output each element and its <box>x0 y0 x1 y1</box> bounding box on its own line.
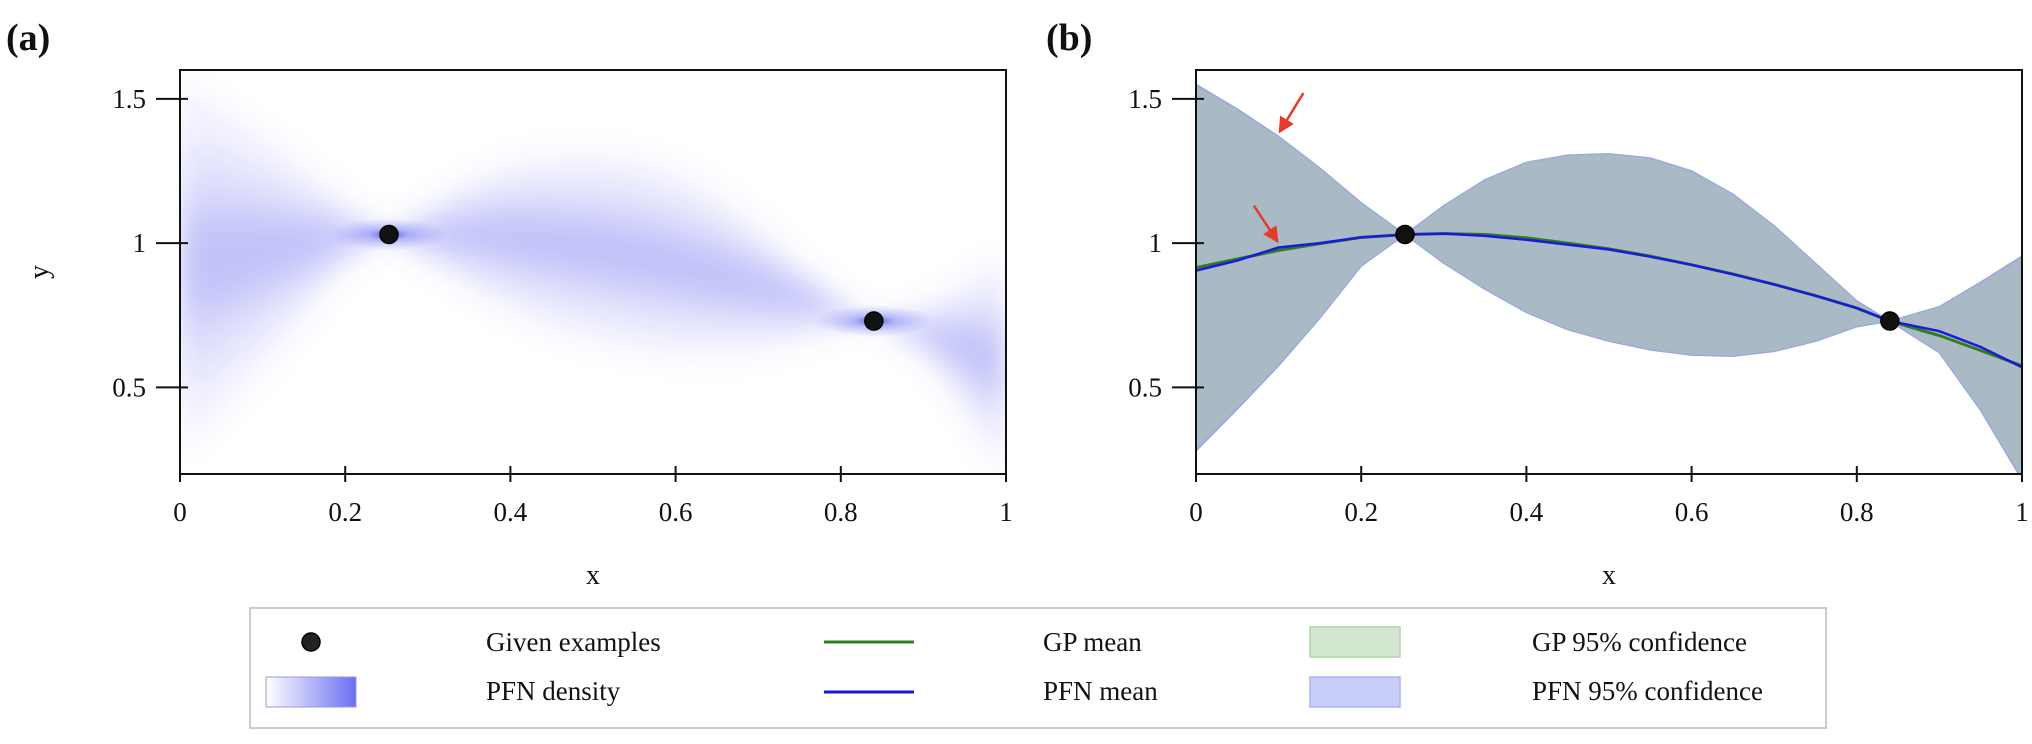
legend-box <box>249 607 1827 729</box>
legend: Given examples GP mean GP 95% confidence… <box>249 607 1827 729</box>
axis-ticks-a: 0 0.2 0.4 0.6 0.8 1 0.5 1 1.5 <box>112 84 1013 527</box>
arrow-shaft-1 <box>1252 204 1271 231</box>
y-tick-label-b-0: 0.5 <box>1128 372 1162 402</box>
panel-b-mean-confidence-plot: 0 0.2 0.4 0.6 0.8 1 0.5 1 1.5 x <box>1128 69 2029 591</box>
legend-label-pfn-density: PFN density <box>486 676 621 706</box>
legend-pfn-conf-swatch <box>1309 676 1401 708</box>
gp-confidence-band <box>1196 87 2022 474</box>
x-tick-label-b-0: 0 <box>1189 497 1203 527</box>
red-arrow-annotations <box>1252 92 1305 244</box>
x-axis-label-b: x <box>1602 560 1616 591</box>
example-point-a-1 <box>864 311 884 331</box>
y-tick-label-b-1: 1 <box>1149 228 1163 258</box>
example-point-b-0 <box>1395 224 1415 245</box>
plot-frame-a <box>179 69 1007 475</box>
pfn-density-layer-1 <box>180 139 1006 446</box>
arrow-head-0 <box>1278 115 1294 134</box>
y-tick-label-a-2: 1.5 <box>112 84 146 114</box>
legend-example-marker <box>301 632 321 652</box>
panel-a-density-plot: 0 0.2 0.4 0.6 0.8 1 0.5 1 1.5 x y <box>24 69 1013 591</box>
x-tick-label-a-0: 0 <box>173 497 187 527</box>
pfn-mean-line <box>1196 232 2022 369</box>
legend-gp-conf-swatch <box>1309 626 1401 658</box>
legend-label-gp-conf: GP 95% confidence <box>1532 627 1747 657</box>
pfn-confidence-band <box>1196 83 2022 474</box>
legend-label-pfn-mean: PFN mean <box>1043 676 1158 706</box>
example-point-a-0 <box>379 224 399 245</box>
legend-label-pfn-conf: PFN 95% confidence <box>1532 676 1763 706</box>
panel-label-b: (b) <box>1046 17 1092 59</box>
legend-label-gp-mean: GP mean <box>1043 627 1142 657</box>
panel-label-a: (a) <box>6 17 50 59</box>
plot-frame-b <box>1195 69 2023 475</box>
x-tick-label-b-5: 1 <box>2015 497 2029 527</box>
x-tick-label-b-3: 0.6 <box>1675 497 1709 527</box>
x-tick-label-a-1: 0.2 <box>328 497 362 527</box>
x-tick-label-b-1: 0.2 <box>1344 497 1378 527</box>
x-tick-label-b-2: 0.4 <box>1510 497 1544 527</box>
example-points-b <box>1395 224 1900 331</box>
arrow-head-1 <box>1263 225 1279 244</box>
arrow-shaft-0 <box>1285 92 1305 121</box>
pfn-density-area <box>180 84 1006 474</box>
x-axis-label-a: x <box>586 560 600 591</box>
x-tick-label-a-2: 0.4 <box>494 497 528 527</box>
y-tick-label-a-1: 1 <box>133 228 147 258</box>
pfn-density-layer-3 <box>180 219 1006 395</box>
x-tick-label-b-4: 0.8 <box>1840 497 1874 527</box>
example-point-b-1 <box>1880 311 1900 331</box>
y-axis-label-a: y <box>24 265 55 279</box>
legend-pfn-density-swatch <box>265 676 357 708</box>
x-tick-label-a-4: 0.8 <box>824 497 858 527</box>
axis-ticks-b: 0 0.2 0.4 0.6 0.8 1 0.5 1 1.5 <box>1128 84 2029 527</box>
legend-label-examples: Given examples <box>486 627 661 657</box>
y-tick-label-a-0: 0.5 <box>112 372 146 402</box>
x-tick-label-a-3: 0.6 <box>659 497 693 527</box>
y-tick-label-b-2: 1.5 <box>1128 84 1162 114</box>
example-points-a <box>379 224 884 331</box>
x-tick-label-a-5: 1 <box>999 497 1013 527</box>
